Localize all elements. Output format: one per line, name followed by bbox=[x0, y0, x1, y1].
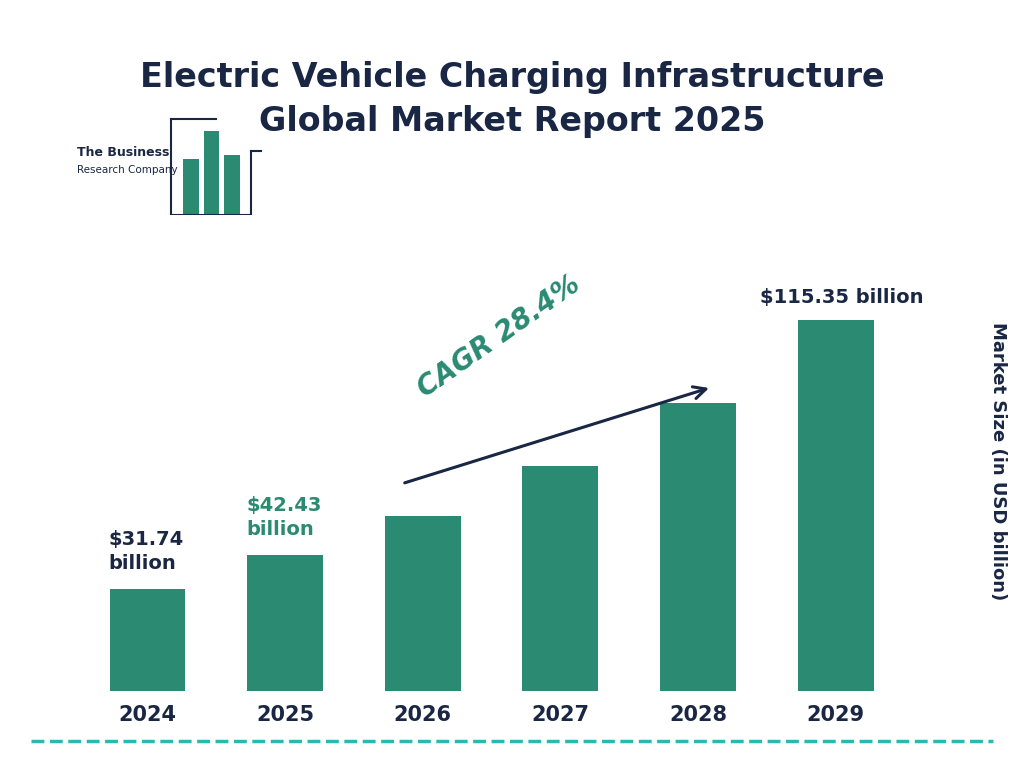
Text: $42.43
billion: $42.43 billion bbox=[247, 496, 322, 538]
Bar bbox=[110, 589, 185, 691]
Text: $115.35 billion: $115.35 billion bbox=[760, 288, 924, 307]
Text: $31.74
billion: $31.74 billion bbox=[109, 531, 184, 573]
Text: Market Size (in USD billion): Market Size (in USD billion) bbox=[989, 322, 1008, 600]
Bar bbox=[204, 131, 219, 215]
Bar bbox=[798, 320, 873, 691]
Text: Research Company: Research Company bbox=[77, 165, 177, 175]
Bar bbox=[224, 155, 240, 215]
Text: Electric Vehicle Charging Infrastructure
Global Market Report 2025: Electric Vehicle Charging Infrastructure… bbox=[139, 61, 885, 137]
Text: The Business: The Business bbox=[77, 146, 169, 159]
Bar bbox=[247, 554, 323, 691]
Bar bbox=[522, 466, 598, 691]
Bar bbox=[660, 403, 736, 691]
Text: CAGR 28.4%: CAGR 28.4% bbox=[412, 270, 585, 403]
Bar bbox=[183, 159, 199, 215]
Bar bbox=[385, 516, 461, 691]
